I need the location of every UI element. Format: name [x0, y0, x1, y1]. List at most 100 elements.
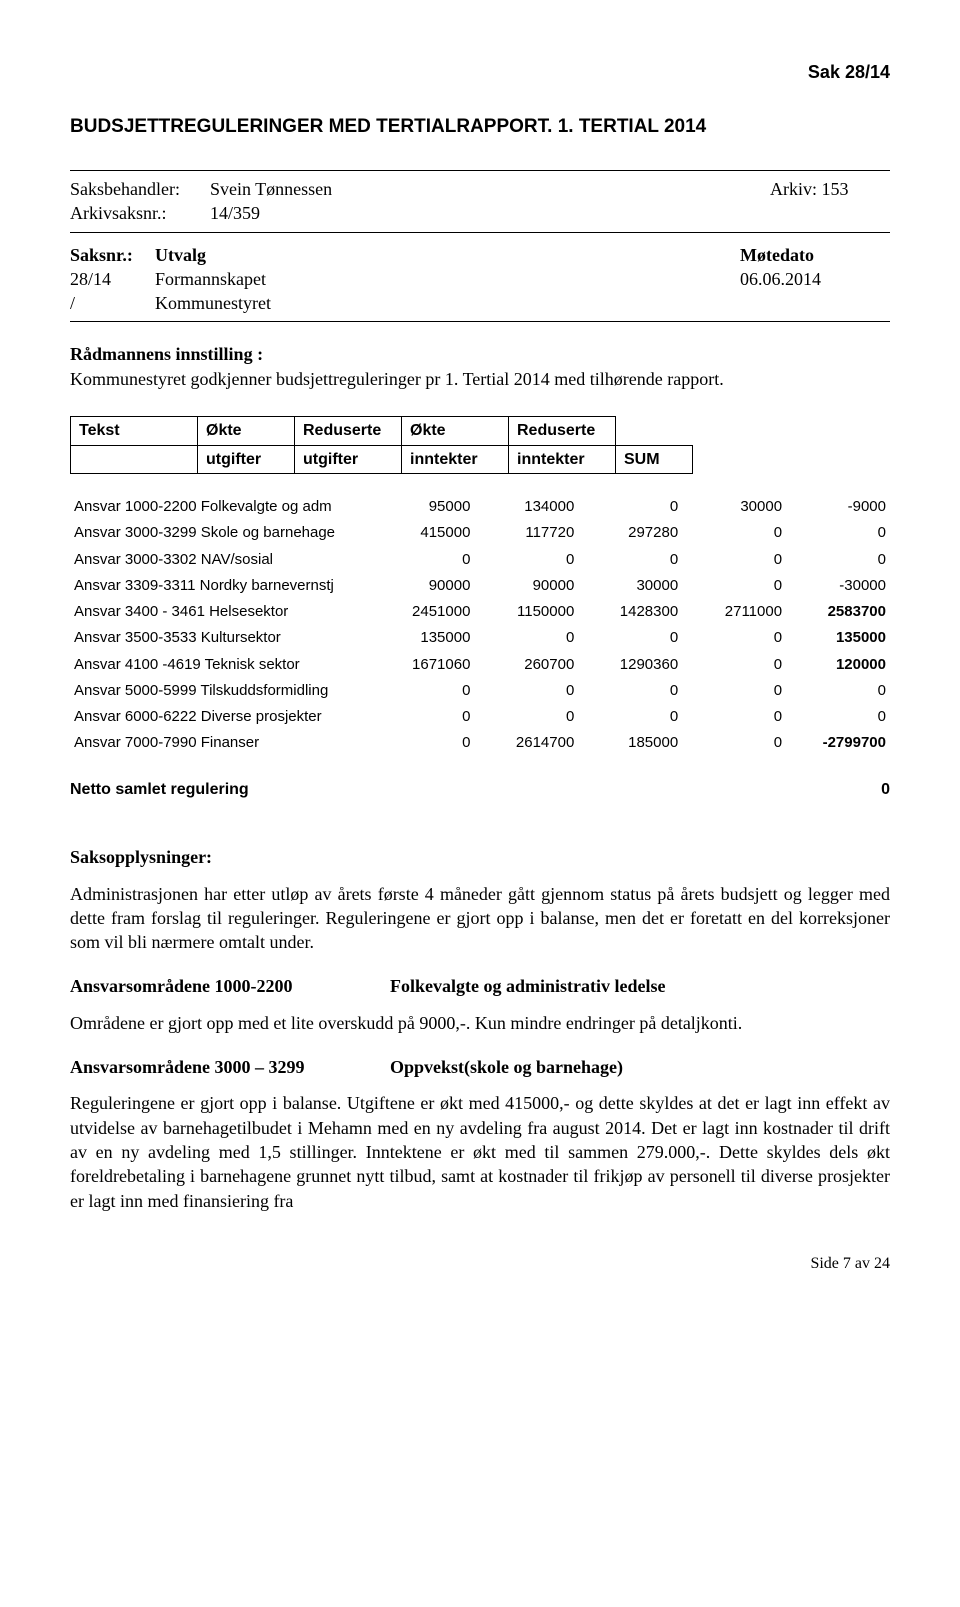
ht-okte1: Økte	[198, 417, 295, 446]
row-c1: 0	[371, 730, 475, 756]
row-c1: 0	[371, 678, 475, 704]
row-c5: 0	[786, 704, 890, 730]
recommendation-block: Rådmannens innstilling : Kommunestyret g…	[70, 342, 890, 391]
area1-title: Folkevalgte og administrativ ledelse	[390, 974, 665, 998]
area2-title: Oppvekst(skole og barnehage)	[390, 1055, 623, 1079]
row-c1: 135000	[371, 625, 475, 651]
row-c2: 0	[474, 547, 578, 573]
recommendation-title: Rådmannens innstilling :	[70, 342, 890, 366]
row-c3: 30000	[578, 573, 682, 599]
row-c1: 90000	[371, 573, 475, 599]
saksopplysninger-p1: Administrasjonen har etter utløp av året…	[70, 882, 890, 955]
row-label: Ansvar 4100 -4619 Teknisk sektor	[70, 652, 371, 678]
row-c5: 2583700	[786, 599, 890, 625]
area1-paragraph: Områdene er gjort opp med et lite oversk…	[70, 1011, 890, 1035]
row-c4: 0	[682, 704, 786, 730]
row-c5: 0	[786, 520, 890, 546]
row-label: Ansvar 3500-3533 Kultursektor	[70, 625, 371, 651]
budget-data-table: Ansvar 1000-2200 Folkevalgte og adm95000…	[70, 494, 890, 757]
ht-blank	[71, 445, 198, 474]
arkiv-label: Arkiv: 153	[770, 177, 890, 201]
ht-okte2: Økte	[402, 417, 509, 446]
row-c2: 260700	[474, 652, 578, 678]
row-c2: 0	[474, 625, 578, 651]
row-c3: 0	[578, 625, 682, 651]
table-row: Ansvar 7000-7990 Finanser026147001850000…	[70, 730, 890, 756]
row-c2: 1150000	[474, 599, 578, 625]
budget-header-table: Tekst Økte Reduserte Økte Reduserte utgi…	[70, 416, 693, 474]
row-c5: 0	[786, 547, 890, 573]
row-c5: -9000	[786, 494, 890, 520]
meta-block: Saksbehandler: Svein Tønnessen Arkiv: 15…	[70, 170, 890, 233]
netto-row: Netto samlet regulering 0	[70, 779, 890, 801]
row-c4: 0	[682, 730, 786, 756]
row-c5: -2799700	[786, 730, 890, 756]
document-title: BUDSJETTREGULERINGER MED TERTIALRAPPORT.…	[70, 114, 890, 140]
row-c2: 2614700	[474, 730, 578, 756]
table-row: Ansvar 1000-2200 Folkevalgte og adm95000…	[70, 494, 890, 520]
row-c2: 117720	[474, 520, 578, 546]
ht-utgifter1: utgifter	[198, 445, 295, 474]
row1-nr: 28/14	[70, 267, 155, 291]
table-row: Ansvar 3000-3302 NAV/sosial00000	[70, 547, 890, 573]
row-c2: 0	[474, 678, 578, 704]
row-c1: 95000	[371, 494, 475, 520]
row-c4: 0	[682, 678, 786, 704]
arkivsaksnr-value: 14/359	[210, 201, 770, 225]
row-label: Ansvar 3000-3299 Skole og barnehage	[70, 520, 371, 546]
saksbehandler-value: Svein Tønnessen	[210, 177, 770, 201]
recommendation-text: Kommunestyret godkjenner budsjettreguler…	[70, 367, 890, 391]
area1-code: Ansvarsområdene 1000-2200	[70, 974, 390, 998]
row-c3: 0	[578, 547, 682, 573]
row1-utvalg: Formannskapet	[155, 267, 740, 291]
row-c3: 0	[578, 704, 682, 730]
ht-inntekter2: inntekter	[509, 445, 616, 474]
ht-inntekter1: inntekter	[402, 445, 509, 474]
ht-sum: SUM	[616, 445, 693, 474]
row-c3: 1290360	[578, 652, 682, 678]
netto-value: 0	[850, 779, 890, 801]
row-label: Ansvar 7000-7990 Finanser	[70, 730, 371, 756]
row-c5: 0	[786, 678, 890, 704]
row-c2: 134000	[474, 494, 578, 520]
row-label: Ansvar 6000-6222 Diverse prosjekter	[70, 704, 371, 730]
row-label: Ansvar 3400 - 3461 Helsesektor	[70, 599, 371, 625]
row-c5: -30000	[786, 573, 890, 599]
row-c4: 0	[682, 520, 786, 546]
case-reference-top: Sak 28/14	[70, 60, 890, 84]
table-row: Ansvar 5000-5999 Tilskuddsformidling0000…	[70, 678, 890, 704]
table-row: Ansvar 6000-6222 Diverse prosjekter00000	[70, 704, 890, 730]
netto-label: Netto samlet regulering	[70, 779, 850, 801]
ht-tekst: Tekst	[71, 417, 198, 446]
row-label: Ansvar 3000-3302 NAV/sosial	[70, 547, 371, 573]
row-c4: 30000	[682, 494, 786, 520]
area2-paragraph: Reguleringene er gjort opp i balanse. Ut…	[70, 1091, 890, 1212]
row-c4: 0	[682, 652, 786, 678]
row-c3: 185000	[578, 730, 682, 756]
row-c5: 120000	[786, 652, 890, 678]
ht-utgifter2: utgifter	[295, 445, 402, 474]
area2-code: Ansvarsområdene 3000 – 3299	[70, 1055, 390, 1079]
row-c4: 0	[682, 547, 786, 573]
row-c4: 0	[682, 625, 786, 651]
area1-heading: Ansvarsområdene 1000-2200 Folkevalgte og…	[70, 974, 890, 998]
row2-nr: /	[70, 291, 155, 315]
row-label: Ansvar 5000-5999 Tilskuddsformidling	[70, 678, 371, 704]
row2-date	[740, 291, 890, 315]
table-row: Ansvar 3309-3311 Nordky barnevernstj9000…	[70, 573, 890, 599]
table-row: Ansvar 3400 - 3461 Helsesektor2451000115…	[70, 599, 890, 625]
row-c3: 0	[578, 678, 682, 704]
row-c3: 1428300	[578, 599, 682, 625]
row1-date: 06.06.2014	[740, 267, 890, 291]
page-footer: Side 7 av 24	[70, 1253, 890, 1275]
table-row: Ansvar 3000-3299 Skole og barnehage41500…	[70, 520, 890, 546]
row-c5: 135000	[786, 625, 890, 651]
table-row: Ansvar 4100 -4619 Teknisk sektor16710602…	[70, 652, 890, 678]
row-c1: 0	[371, 704, 475, 730]
header-saksnr: Saksnr.:	[70, 243, 155, 267]
row-label: Ansvar 1000-2200 Folkevalgte og adm	[70, 494, 371, 520]
header-motedato: Møtedato	[740, 243, 890, 267]
row-c4: 2711000	[682, 599, 786, 625]
row2-utvalg: Kommunestyret	[155, 291, 740, 315]
row-c2: 0	[474, 704, 578, 730]
